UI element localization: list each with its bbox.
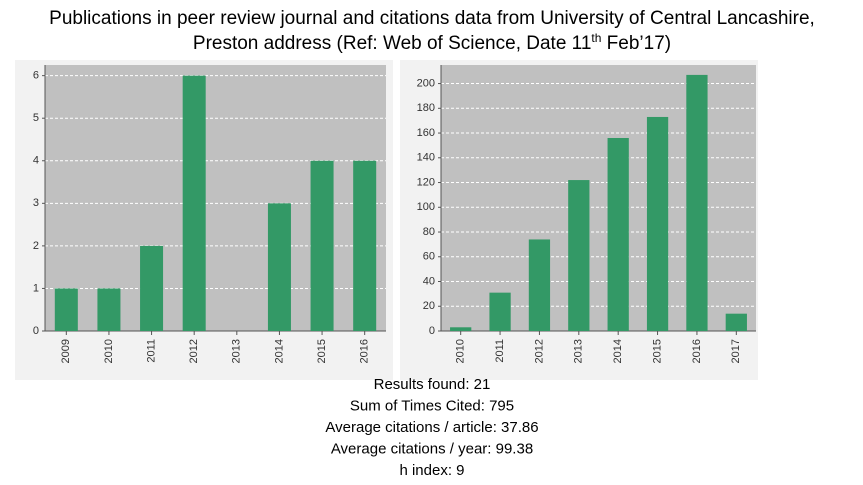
stat-line: h index: 9 xyxy=(399,462,464,479)
y-tick-label: 1 xyxy=(33,282,39,294)
bar xyxy=(607,137,629,331)
y-tick-label: 3 xyxy=(33,197,39,209)
x-tick-label: 2017 xyxy=(730,339,742,363)
x-tick-label: 2011 xyxy=(145,339,157,363)
bar xyxy=(310,160,334,331)
bar xyxy=(182,75,206,331)
y-tick-label: 160 xyxy=(417,127,435,139)
y-tick-label: 120 xyxy=(417,176,435,188)
x-tick-label: 2016 xyxy=(691,339,703,363)
x-tick-label: 2011 xyxy=(494,339,506,363)
y-tick-label: 6 xyxy=(33,70,39,82)
y-tick-label: 140 xyxy=(417,152,435,164)
x-tick-label: 2009 xyxy=(60,339,72,363)
y-tick-label: 100 xyxy=(417,201,435,213)
stat-line: Results found: 21 xyxy=(374,376,491,393)
x-tick-label: 2014 xyxy=(273,339,285,363)
bar xyxy=(528,239,551,331)
stat-line: Sum of Times Cited: 795 xyxy=(350,398,514,415)
title-text: Preston address (Ref: Web of Science, Da… xyxy=(193,33,592,54)
bar xyxy=(54,288,78,331)
stat-line: Average citations / year: 99.38 xyxy=(331,441,533,458)
bar xyxy=(646,116,669,331)
x-tick-label: 2012 xyxy=(188,339,200,363)
title-sup: th xyxy=(591,31,601,45)
bar xyxy=(450,327,472,331)
title-line: Publications in peer review journal and … xyxy=(49,8,815,29)
y-tick-label: 5 xyxy=(33,112,39,124)
x-tick-label: 2014 xyxy=(612,339,624,363)
plot-area xyxy=(441,65,756,331)
y-tick-label: 2 xyxy=(33,240,39,252)
x-tick-label: 2016 xyxy=(359,339,371,363)
x-tick-label: 2015 xyxy=(651,339,663,363)
y-tick-label: 0 xyxy=(33,325,39,337)
y-tick-label: 180 xyxy=(417,102,435,114)
bar xyxy=(140,245,164,331)
y-tick-label: 0 xyxy=(429,325,435,337)
bar xyxy=(353,160,377,331)
y-tick-label: 200 xyxy=(417,77,435,89)
bar xyxy=(686,74,708,331)
x-tick-label: 2010 xyxy=(103,339,115,363)
bar xyxy=(267,203,291,331)
title-line: Preston address (Ref: Web of Science, Da… xyxy=(193,31,671,54)
bar xyxy=(725,313,747,331)
x-tick-label: 2012 xyxy=(533,339,545,363)
x-tick-label: 2013 xyxy=(573,339,585,363)
bar xyxy=(489,292,511,331)
y-tick-label: 40 xyxy=(423,275,435,287)
y-tick-label: 60 xyxy=(423,251,435,263)
plot-area xyxy=(45,65,386,331)
bar xyxy=(568,180,590,331)
title-text: Feb’17) xyxy=(601,33,671,54)
x-tick-label: 2010 xyxy=(455,339,467,363)
x-tick-label: 2015 xyxy=(316,339,328,363)
bar xyxy=(97,288,121,331)
stat-line: Average citations / article: 37.86 xyxy=(325,419,538,436)
x-tick-label: 2013 xyxy=(231,339,243,363)
y-tick-label: 4 xyxy=(33,155,39,167)
y-tick-label: 20 xyxy=(423,300,435,312)
y-tick-label: 80 xyxy=(423,226,435,238)
